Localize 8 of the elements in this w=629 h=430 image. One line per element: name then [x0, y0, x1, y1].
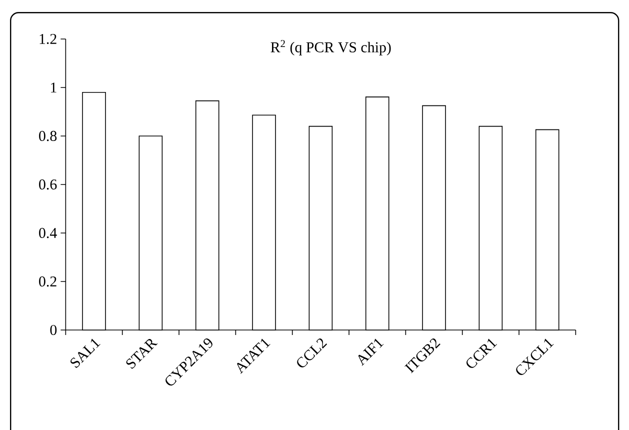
y-tick-label: 1	[50, 82, 56, 92]
chart-title: R$^{2}$ (q PCR VS chip)	[270, 40, 391, 56]
y-tick-label: 0.6	[39, 179, 57, 190]
y-tick-label: 0.4	[39, 228, 57, 238]
y-tick-label: 0	[50, 324, 57, 336]
y-tick-label: 0.2	[39, 276, 56, 287]
y-tick-label: 1.2	[40, 34, 56, 44]
y-tick-label: 0.8	[39, 130, 57, 142]
